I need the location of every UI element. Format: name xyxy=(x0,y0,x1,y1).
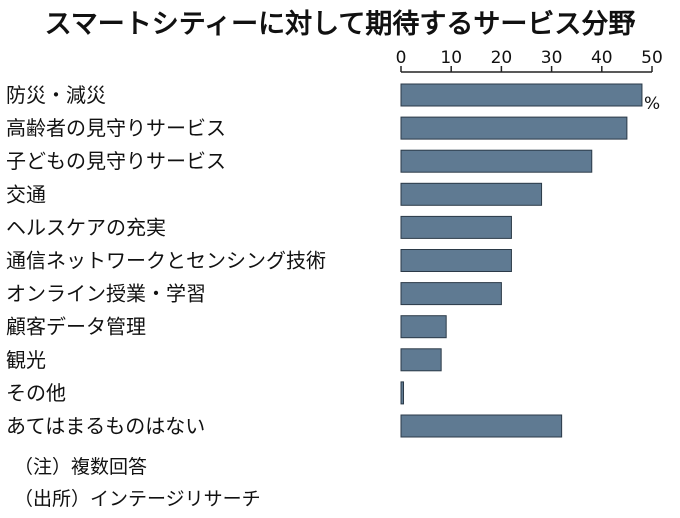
footnote-source: （出所）インテージリサーチ xyxy=(14,488,261,510)
category-label: ヘルスケアの充実 xyxy=(6,215,166,239)
unit-label: % xyxy=(644,94,660,114)
category-label: その他 xyxy=(6,381,66,405)
category-label: 顧客データ管理 xyxy=(6,315,146,339)
x-tick-label: 10 xyxy=(440,48,462,68)
bar xyxy=(400,348,442,372)
bar xyxy=(400,381,405,405)
bar xyxy=(400,315,447,339)
bar xyxy=(400,282,502,306)
chart-title: スマートシティーに対して期待するサービス分野 xyxy=(44,9,636,40)
category-label: 通信ネットワークとセンシング技術 xyxy=(6,249,326,273)
bar xyxy=(400,83,643,107)
footnote-multiple-answers: （注）複数回答 xyxy=(14,456,148,478)
bar xyxy=(400,149,593,173)
category-label: 高齢者の見守りサービス xyxy=(6,116,226,140)
category-label: オンライン授業・学習 xyxy=(6,282,206,306)
x-tick-label: 20 xyxy=(491,48,513,68)
category-label: 観光 xyxy=(6,348,46,372)
category-label: 子どもの見守りサービス xyxy=(6,149,226,173)
category-label: 交通 xyxy=(6,182,46,206)
bar xyxy=(400,182,543,206)
bar xyxy=(400,414,563,438)
category-label: あてはまるものはない xyxy=(6,414,205,438)
bar xyxy=(400,249,512,272)
x-tick-label: 30 xyxy=(541,48,563,68)
bar xyxy=(400,116,628,140)
x-tick-label: 0 xyxy=(396,48,407,68)
bar xyxy=(400,215,512,239)
x-tick-label: 40 xyxy=(591,48,613,68)
x-tick-label: 50 xyxy=(641,48,663,68)
category-label: 防災・減災 xyxy=(6,83,106,107)
